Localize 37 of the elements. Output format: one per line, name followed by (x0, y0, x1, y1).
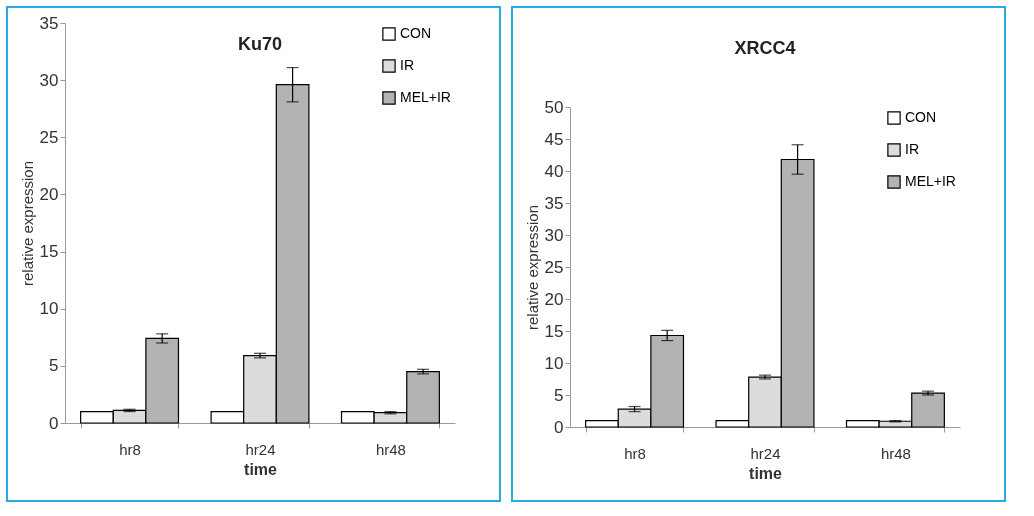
text: Ku70 (237, 34, 283, 54)
y-tick-label: 20 (544, 289, 564, 309)
y-tick-label: 5 (49, 356, 59, 376)
y-tick-label: 15 (544, 321, 564, 341)
x-tick-label: hr8 (624, 444, 646, 462)
x-tick-label: hr48 (880, 444, 911, 462)
y-axis-title: relative expression (18, 160, 36, 287)
legend-label: CON (400, 25, 432, 41)
x-tick-label: hr24 (750, 444, 781, 462)
y-tick-label: 10 (39, 299, 59, 319)
x-axis-title: time (244, 460, 278, 478)
y-tick-label: 0 (49, 413, 59, 433)
x-tick-label: hr24 (245, 440, 276, 458)
y-tick-label: 20 (39, 184, 59, 204)
y-tick-label: 0 (554, 417, 564, 437)
y-tick-label: 10 (544, 353, 564, 373)
chart-title: XRCC4 (734, 38, 796, 58)
legend-label: IR (905, 141, 919, 157)
x-tick-label: hr48 (375, 440, 406, 458)
y-tick-label: 25 (544, 257, 564, 277)
y-tick-label: 15 (39, 242, 59, 262)
legend-label: IR (400, 57, 414, 73)
legend-label: MEL+IR (905, 173, 956, 189)
x-tick-label: hr8 (119, 440, 141, 458)
y-axis-title: relative expression (523, 204, 541, 331)
y-tick-label: 45 (544, 129, 564, 149)
y-tick-label: 5 (554, 385, 564, 405)
y-tick-label: 50 (544, 97, 564, 117)
legend-label: MEL+IR (400, 89, 451, 105)
y-tick-label: 35 (544, 193, 564, 213)
y-tick-label: 30 (544, 225, 564, 245)
y-tick-label: 25 (39, 127, 59, 147)
x-axis-title: time (749, 464, 783, 482)
y-tick-label: 35 (39, 13, 59, 33)
y-tick-label: 30 (39, 70, 59, 90)
legend-label: CON (905, 109, 937, 125)
y-tick-label: 40 (544, 161, 564, 181)
